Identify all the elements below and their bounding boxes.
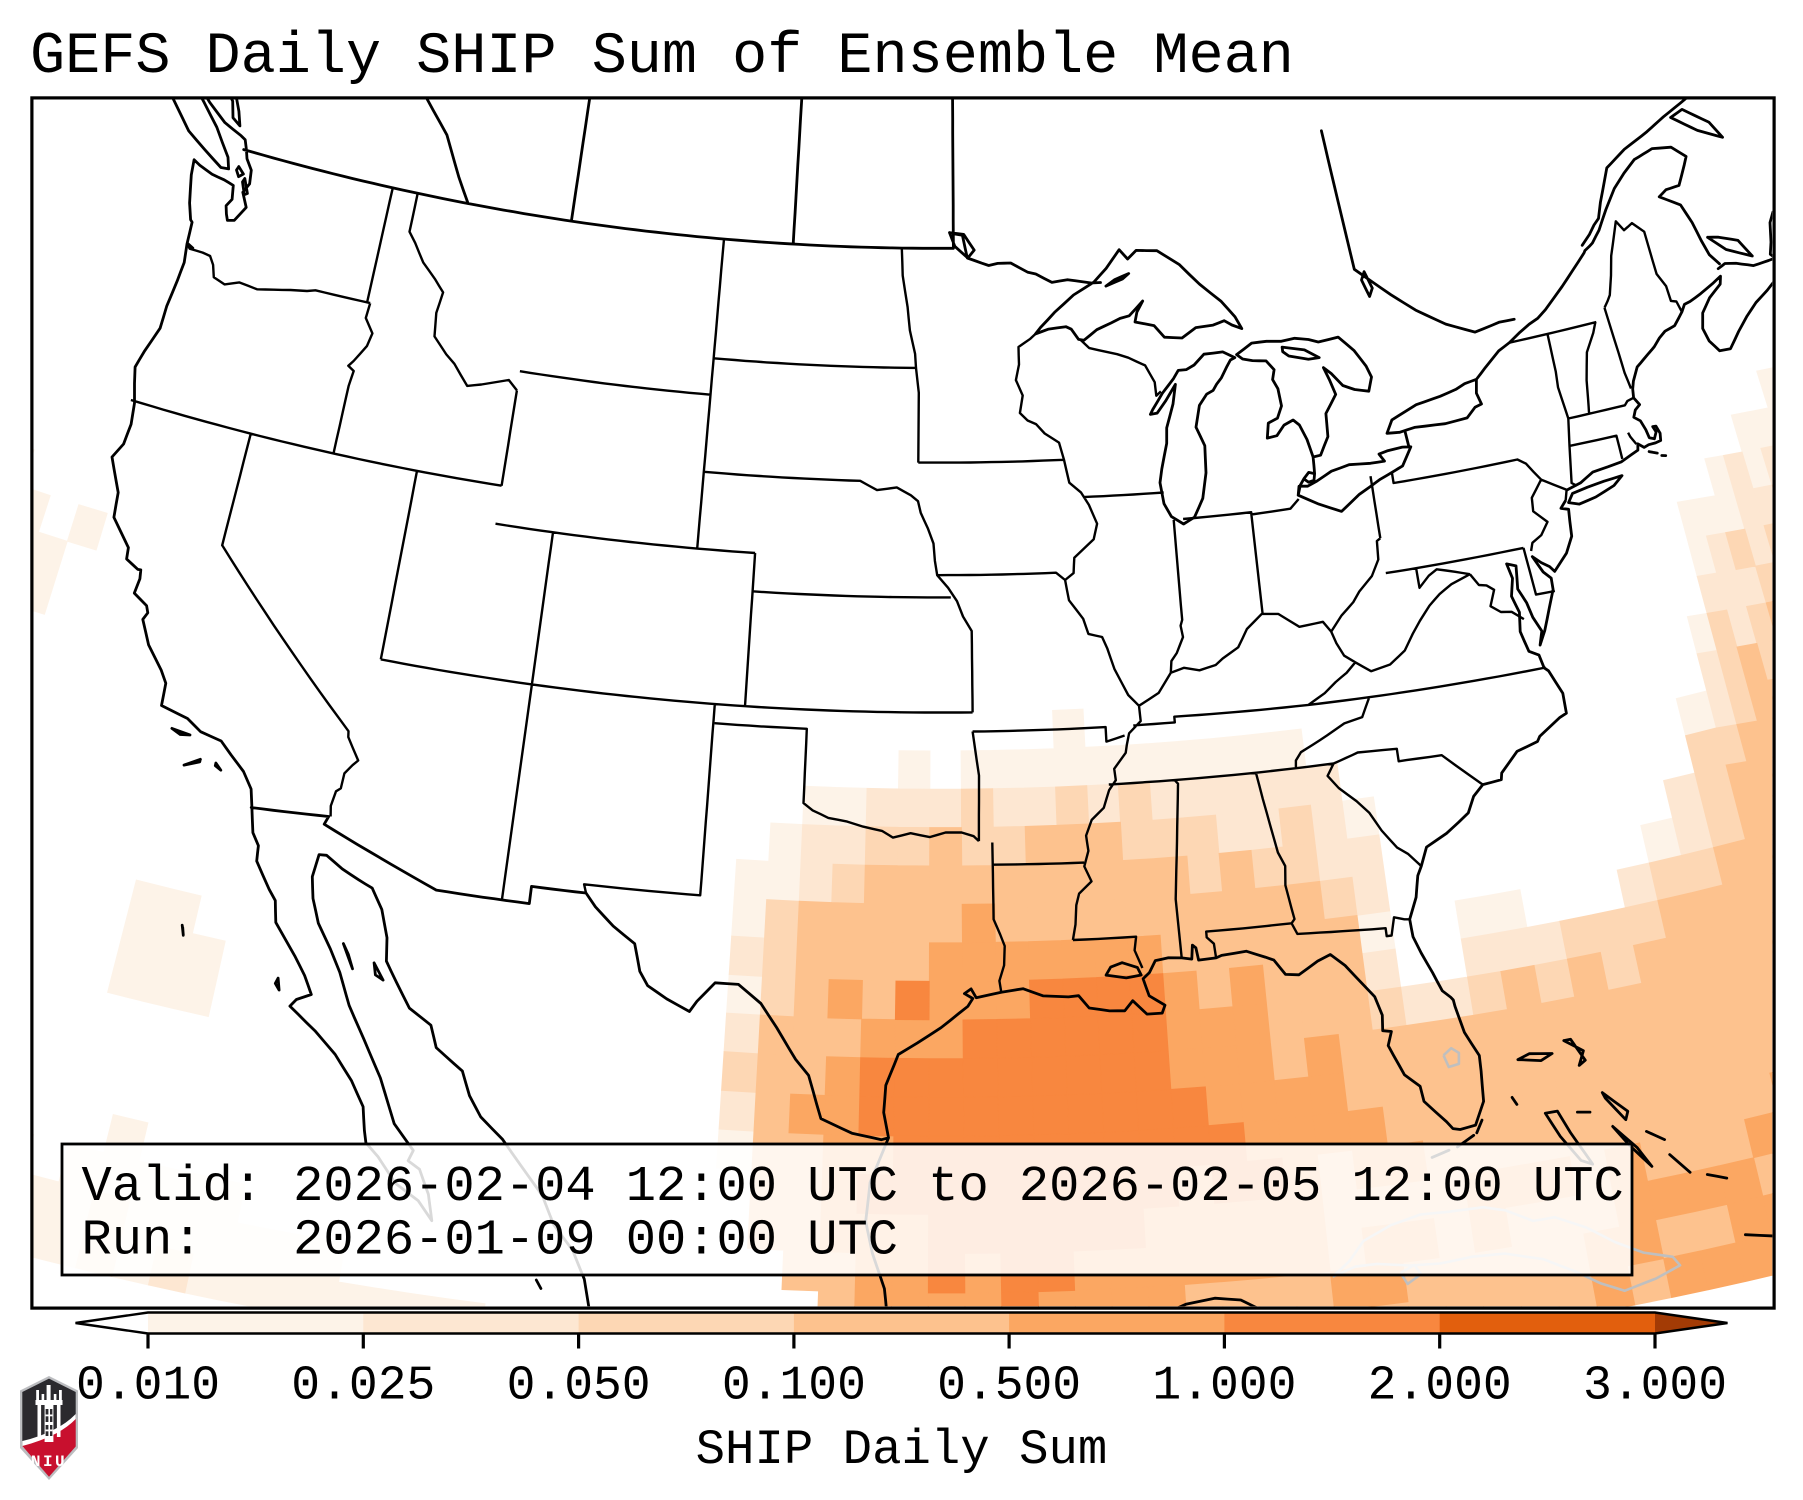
svg-text:Run: 2026-01-09 00:00 UTC: Run: 2026-01-09 00:00 UTC — [82, 1213, 898, 1270]
svg-text:1.000: 1.000 — [1152, 1360, 1296, 1414]
svg-text:0.500: 0.500 — [937, 1360, 1081, 1414]
svg-text:0.100: 0.100 — [722, 1360, 866, 1414]
svg-text:0.025: 0.025 — [291, 1360, 435, 1414]
svg-text:0.010: 0.010 — [76, 1360, 220, 1414]
svg-text:2.000: 2.000 — [1368, 1360, 1512, 1414]
svg-text:3.000: 3.000 — [1583, 1360, 1727, 1414]
svg-text:0.050: 0.050 — [507, 1360, 651, 1414]
svg-text:NIU: NIU — [31, 1453, 67, 1471]
svg-text:Valid: 2026-02-04 12:00 UTC to: Valid: 2026-02-04 12:00 UTC to 2026-02-0… — [82, 1159, 1624, 1216]
svg-text:GEFS Daily SHIP Sum of Ensembl: GEFS Daily SHIP Sum of Ensemble Mean — [30, 23, 1294, 90]
svg-text:SHIP Daily Sum: SHIP Daily Sum — [696, 1422, 1108, 1478]
